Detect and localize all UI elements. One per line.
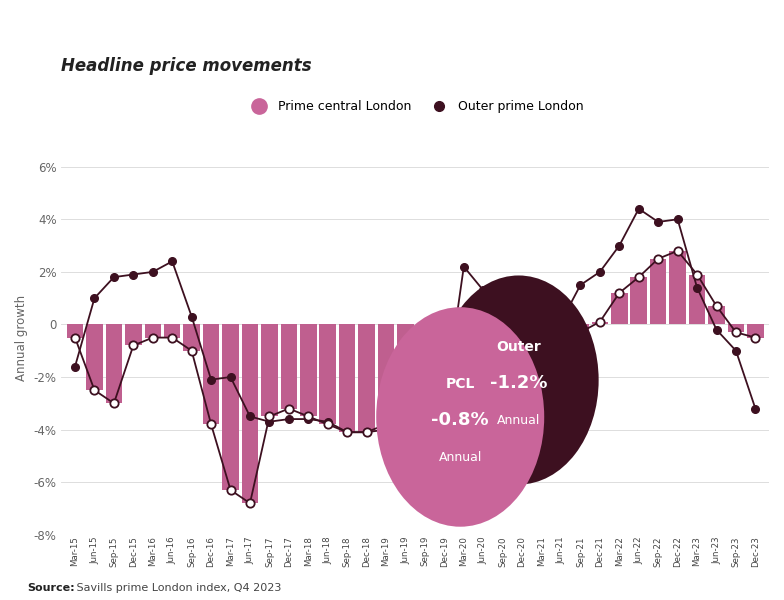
Bar (281, 325, 297, 409)
Text: -1.2%: -1.2% (490, 374, 547, 392)
Bar (630, 277, 647, 325)
Bar (747, 325, 764, 338)
Bar (261, 325, 278, 416)
Bar (533, 325, 550, 332)
Bar (358, 325, 375, 432)
Text: Annual: Annual (497, 414, 540, 427)
Bar (592, 322, 608, 325)
Text: Source:: Source: (27, 583, 75, 593)
Text: Savills prime London index, Q4 2023: Savills prime London index, Q4 2023 (73, 583, 281, 593)
Bar (475, 325, 492, 398)
Bar (300, 325, 317, 416)
Bar (203, 325, 220, 424)
Bar (106, 325, 122, 403)
Bar (183, 325, 200, 351)
Bar (144, 325, 161, 338)
Bar (456, 325, 472, 422)
Bar (495, 325, 511, 377)
Bar (436, 325, 452, 430)
Y-axis label: Annual growth: Annual growth (15, 295, 28, 380)
Bar (670, 251, 686, 325)
Bar (650, 259, 666, 325)
Bar (67, 325, 83, 338)
Bar (689, 275, 706, 325)
Text: PCL: PCL (445, 377, 475, 391)
Bar (611, 293, 627, 325)
Text: Headline price movements: Headline price movements (61, 57, 312, 75)
Bar (86, 325, 103, 390)
Bar (378, 325, 394, 424)
Bar (339, 325, 355, 432)
Bar (553, 325, 569, 346)
Bar (708, 306, 724, 325)
Bar (728, 325, 744, 332)
Text: -0.8%: -0.8% (431, 411, 489, 429)
Text: Annual: Annual (438, 451, 482, 464)
Text: Outer: Outer (496, 340, 541, 354)
Bar (514, 325, 531, 338)
Bar (416, 325, 434, 422)
Bar (319, 325, 336, 424)
Legend: Prime central London, Outer prime London: Prime central London, Outer prime London (242, 95, 589, 118)
Bar (223, 325, 239, 490)
Bar (572, 325, 589, 332)
Bar (164, 325, 180, 338)
Bar (397, 325, 414, 416)
Bar (125, 325, 142, 346)
Bar (241, 325, 258, 503)
